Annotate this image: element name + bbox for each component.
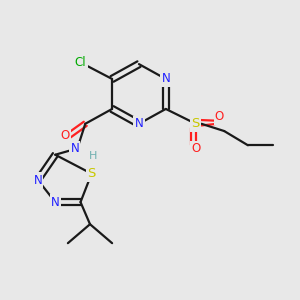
Text: N: N [51, 196, 60, 208]
Text: S: S [87, 167, 96, 180]
Text: N: N [34, 173, 42, 187]
Text: N: N [161, 72, 170, 86]
Text: N: N [70, 142, 79, 155]
Text: N: N [135, 117, 143, 130]
Text: O: O [60, 129, 69, 142]
Text: O: O [191, 142, 200, 155]
Text: O: O [215, 110, 224, 123]
Text: H: H [89, 151, 97, 161]
Text: Cl: Cl [75, 56, 86, 69]
Text: S: S [192, 117, 200, 130]
